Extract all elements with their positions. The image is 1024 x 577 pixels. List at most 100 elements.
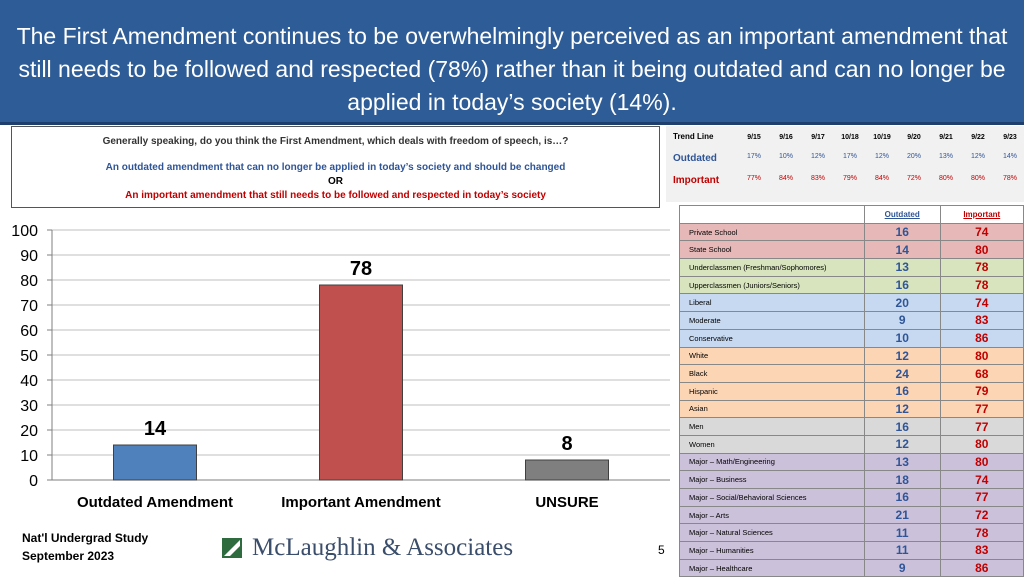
segment-important-value: 79 bbox=[939, 381, 1024, 401]
trend-value-outdated: 13% bbox=[938, 153, 953, 160]
y-tick-label: 10 bbox=[20, 448, 38, 465]
x-category-label: Important Amendment bbox=[281, 494, 440, 511]
segment-important-value: 80 bbox=[939, 452, 1024, 472]
trend-row-label-important: Important bbox=[673, 175, 720, 186]
segment-row: Men 16 77 bbox=[679, 417, 1024, 436]
segment-row: Private School 16 74 bbox=[679, 222, 1024, 242]
page-number: 5 bbox=[658, 543, 665, 557]
segment-row: Moderate 9 83 bbox=[679, 311, 1024, 330]
segment-important-value: 78 bbox=[939, 275, 1024, 295]
segment-outdated-value: 11 bbox=[863, 541, 941, 560]
segment-important-value: 74 bbox=[939, 470, 1024, 489]
segment-outdated-value: 21 bbox=[863, 505, 941, 525]
segment-outdated-value: 12 bbox=[863, 399, 941, 419]
logo-text: McLaughlin & Associates bbox=[252, 534, 514, 561]
x-category-label: Outdated Amendment bbox=[77, 494, 233, 511]
trend-value-important: 78% bbox=[1002, 175, 1017, 182]
trend-value-important: 83% bbox=[810, 175, 825, 182]
segment-header-outdated: Outdated bbox=[863, 205, 941, 224]
trend-date: 9/20 bbox=[907, 134, 921, 141]
segment-label: Moderate bbox=[679, 311, 865, 330]
question-text: Generally speaking, do you think the Fir… bbox=[102, 136, 569, 147]
segment-outdated-value: 20 bbox=[863, 293, 941, 313]
bar bbox=[319, 284, 403, 481]
title-banner: The First Amendment continues to be over… bbox=[0, 0, 1024, 125]
segment-label: Asian bbox=[679, 399, 865, 419]
segment-label: Major – Business bbox=[679, 470, 865, 489]
segment-label: State School bbox=[679, 240, 865, 260]
y-tick-label: 90 bbox=[20, 248, 38, 265]
segment-outdated-value: 10 bbox=[863, 328, 941, 348]
segment-outdated-value: 11 bbox=[863, 523, 941, 543]
logo-mark-icon bbox=[222, 538, 242, 558]
segment-header-blank bbox=[679, 205, 865, 224]
y-tick-label: 70 bbox=[20, 298, 38, 315]
segment-important-value: 72 bbox=[939, 505, 1024, 525]
y-tick-label: 80 bbox=[20, 273, 38, 290]
segment-important-value: 77 bbox=[939, 488, 1024, 507]
trend-date: 9/16 bbox=[779, 134, 793, 141]
segment-important-value: 77 bbox=[939, 399, 1024, 419]
bar-value-label: 8 bbox=[561, 433, 572, 455]
segment-outdated-value: 14 bbox=[863, 240, 941, 260]
segment-label: Men bbox=[679, 417, 865, 436]
segment-important-value: 74 bbox=[939, 222, 1024, 242]
segment-row: Hispanic 16 79 bbox=[679, 381, 1024, 401]
segment-label: Black bbox=[679, 364, 865, 383]
segment-row: Major – Healthcare 9 86 bbox=[679, 558, 1024, 577]
segment-row: Major – Arts 21 72 bbox=[679, 505, 1024, 525]
trend-value-important: 77% bbox=[746, 175, 761, 182]
segment-outdated-value: 16 bbox=[863, 275, 941, 295]
trend-value-outdated: 17% bbox=[746, 153, 761, 160]
y-tick-label: 100 bbox=[11, 223, 38, 240]
trend-date: 10/18 bbox=[841, 134, 859, 141]
segment-important-value: 80 bbox=[939, 434, 1024, 454]
trend-value-outdated: 12% bbox=[970, 153, 985, 160]
question-box: Generally speaking, do you think the Fir… bbox=[11, 126, 660, 208]
study-date: September 2023 bbox=[22, 549, 115, 563]
trend-title: Trend Line bbox=[673, 132, 714, 141]
segment-row: Major – Humanities 11 83 bbox=[679, 541, 1024, 560]
segment-row: White 12 80 bbox=[679, 346, 1024, 366]
y-tick-label: 60 bbox=[20, 323, 38, 340]
question-option-outdated: An outdated amendment that can no longer… bbox=[105, 162, 566, 173]
segment-important-value: 86 bbox=[939, 328, 1024, 348]
trend-value-important: 80% bbox=[938, 175, 953, 182]
trend-date: 10/19 bbox=[873, 134, 891, 141]
segment-important-value: 74 bbox=[939, 293, 1024, 313]
segment-row: State School 14 80 bbox=[679, 240, 1024, 260]
segment-row: Women 12 80 bbox=[679, 434, 1024, 454]
segment-important-value: 80 bbox=[939, 240, 1024, 260]
segment-outdated-value: 24 bbox=[863, 364, 941, 383]
bar-chart: 0 10 20 30 40 50 60 70 80 90 100 14 Outdated Amendme… bbox=[11, 223, 670, 511]
segment-important-value: 83 bbox=[939, 311, 1024, 330]
study-label: Nat'l Undergrad Study September 2023 bbox=[22, 529, 148, 565]
segment-label: Upperclassmen (Juniors/Seniors) bbox=[679, 275, 865, 295]
segment-important-value: 78 bbox=[939, 523, 1024, 543]
y-tick-label: 20 bbox=[20, 423, 38, 440]
segment-label: Hispanic bbox=[679, 381, 865, 401]
segment-outdated-value: 16 bbox=[863, 381, 941, 401]
segment-outdated-value: 9 bbox=[863, 558, 941, 577]
segment-important-value: 77 bbox=[939, 417, 1024, 436]
segment-label: Major – Math/Engineering bbox=[679, 452, 865, 472]
trend-value-outdated: 12% bbox=[874, 153, 889, 160]
trend-value-outdated: 12% bbox=[810, 153, 825, 160]
segment-outdated-value: 16 bbox=[863, 488, 941, 507]
segment-outdated-value: 13 bbox=[863, 452, 941, 472]
segment-label: Conservative bbox=[679, 328, 865, 348]
page-title: The First Amendment continues to be over… bbox=[16, 23, 1008, 115]
segment-label: Major – Humanities bbox=[679, 541, 865, 560]
company-logo: McLaughlin & Associates bbox=[222, 534, 514, 561]
segment-important-value: 83 bbox=[939, 541, 1024, 560]
trend-value-important: 84% bbox=[778, 175, 793, 182]
segment-important-value: 78 bbox=[939, 258, 1024, 277]
trend-value-outdated: 10% bbox=[778, 153, 793, 160]
bar bbox=[113, 444, 197, 481]
segment-outdated-value: 16 bbox=[863, 222, 941, 242]
segment-important-value: 86 bbox=[939, 558, 1024, 577]
study-name: Nat'l Undergrad Study bbox=[22, 531, 149, 545]
question-or: OR bbox=[328, 176, 343, 187]
trend-value-important: 84% bbox=[874, 175, 889, 182]
segment-label: Major – Social/Behavioral Sciences bbox=[679, 488, 865, 507]
